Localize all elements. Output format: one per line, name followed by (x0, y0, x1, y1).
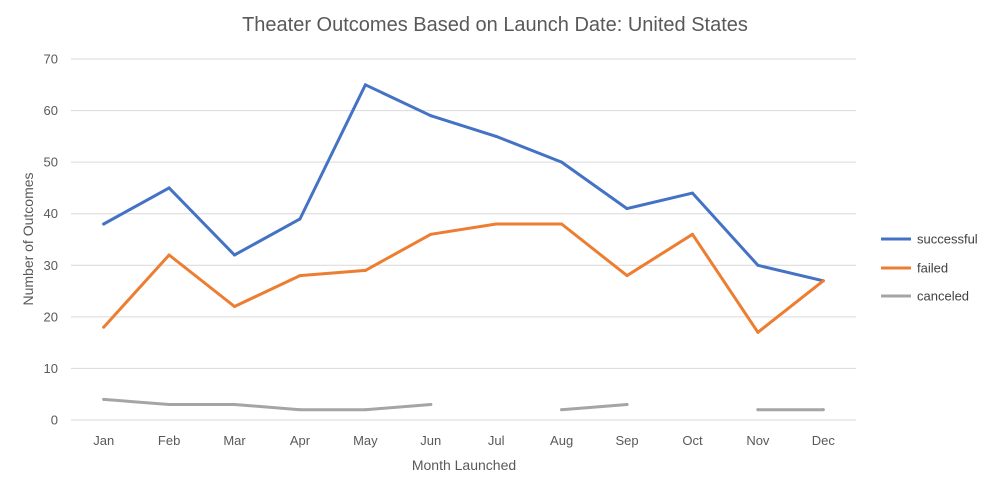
x-tick-label: Apr (290, 433, 311, 448)
legend: successful failed canceled (881, 232, 978, 304)
data-point (167, 253, 171, 257)
data-point (690, 191, 694, 195)
y-tick-label: 20 (44, 309, 58, 324)
x-tick-label: May (353, 433, 378, 448)
x-tick-label: Jun (420, 433, 441, 448)
x-tick-label: Aug (550, 433, 573, 448)
data-point (821, 279, 825, 283)
x-axis-ticks: Jan Feb Mar Apr May Jun Jul Aug Sep Oct Nov Dec (93, 433, 835, 448)
data-point (625, 207, 629, 211)
y-axis-label: Number of Outcomes (20, 172, 36, 305)
y-tick-label: 40 (44, 206, 58, 221)
data-point (233, 305, 237, 309)
data-point (756, 330, 760, 334)
data-point (429, 232, 433, 236)
data-point (560, 408, 564, 412)
series-successful (102, 83, 825, 283)
data-point (560, 222, 564, 226)
data-point (363, 83, 367, 87)
series-group (102, 83, 825, 412)
x-tick-label: Oct (682, 433, 703, 448)
x-axis-label: Month Launched (412, 457, 516, 473)
legend-label: successful (917, 232, 978, 247)
data-point (102, 397, 106, 401)
x-tick-label: Dec (812, 433, 836, 448)
x-tick-label: Jul (488, 433, 505, 448)
data-point (363, 408, 367, 412)
data-point (756, 263, 760, 267)
legend-label: canceled (917, 289, 969, 304)
series-line-successful (102, 83, 825, 283)
legend-label: failed (917, 261, 948, 276)
data-point (298, 217, 302, 221)
data-point (102, 222, 106, 226)
data-point (363, 268, 367, 272)
y-tick-label: 10 (44, 361, 58, 376)
y-tick-label: 60 (44, 103, 58, 118)
x-tick-label: Jan (93, 433, 114, 448)
y-tick-label: 0 (51, 413, 58, 428)
x-tick-label: Mar (223, 433, 246, 448)
x-tick-label: Feb (158, 433, 180, 448)
data-point (167, 403, 171, 407)
y-axis-ticks: 0 10 20 30 40 50 60 70 (44, 52, 58, 428)
y-tick-label: 50 (44, 155, 58, 170)
data-point (560, 160, 564, 164)
series-failed (102, 222, 825, 334)
legend-item-failed: failed (881, 261, 948, 276)
data-point (494, 222, 498, 226)
series-line-failed (102, 222, 825, 334)
data-point (233, 403, 237, 407)
data-point (625, 274, 629, 278)
grid-lines (71, 58, 856, 421)
data-point (233, 253, 237, 257)
x-tick-label: Nov (746, 433, 770, 448)
data-point (429, 114, 433, 118)
data-point (821, 408, 825, 412)
data-point (102, 325, 106, 329)
y-tick-label: 70 (44, 52, 58, 67)
data-point (625, 403, 629, 407)
data-point (429, 403, 433, 407)
chart-title: Theater Outcomes Based on Launch Date: U… (242, 14, 748, 36)
data-point (167, 186, 171, 190)
legend-item-successful: successful (881, 232, 978, 247)
data-point (298, 274, 302, 278)
data-point (494, 134, 498, 138)
data-point (298, 408, 302, 412)
data-point (690, 232, 694, 236)
series-canceled (102, 397, 825, 412)
series-line-canceled (102, 397, 825, 412)
y-tick-label: 30 (44, 258, 58, 273)
data-point (756, 408, 760, 412)
x-tick-label: Sep (615, 433, 638, 448)
legend-item-canceled: canceled (881, 289, 969, 304)
